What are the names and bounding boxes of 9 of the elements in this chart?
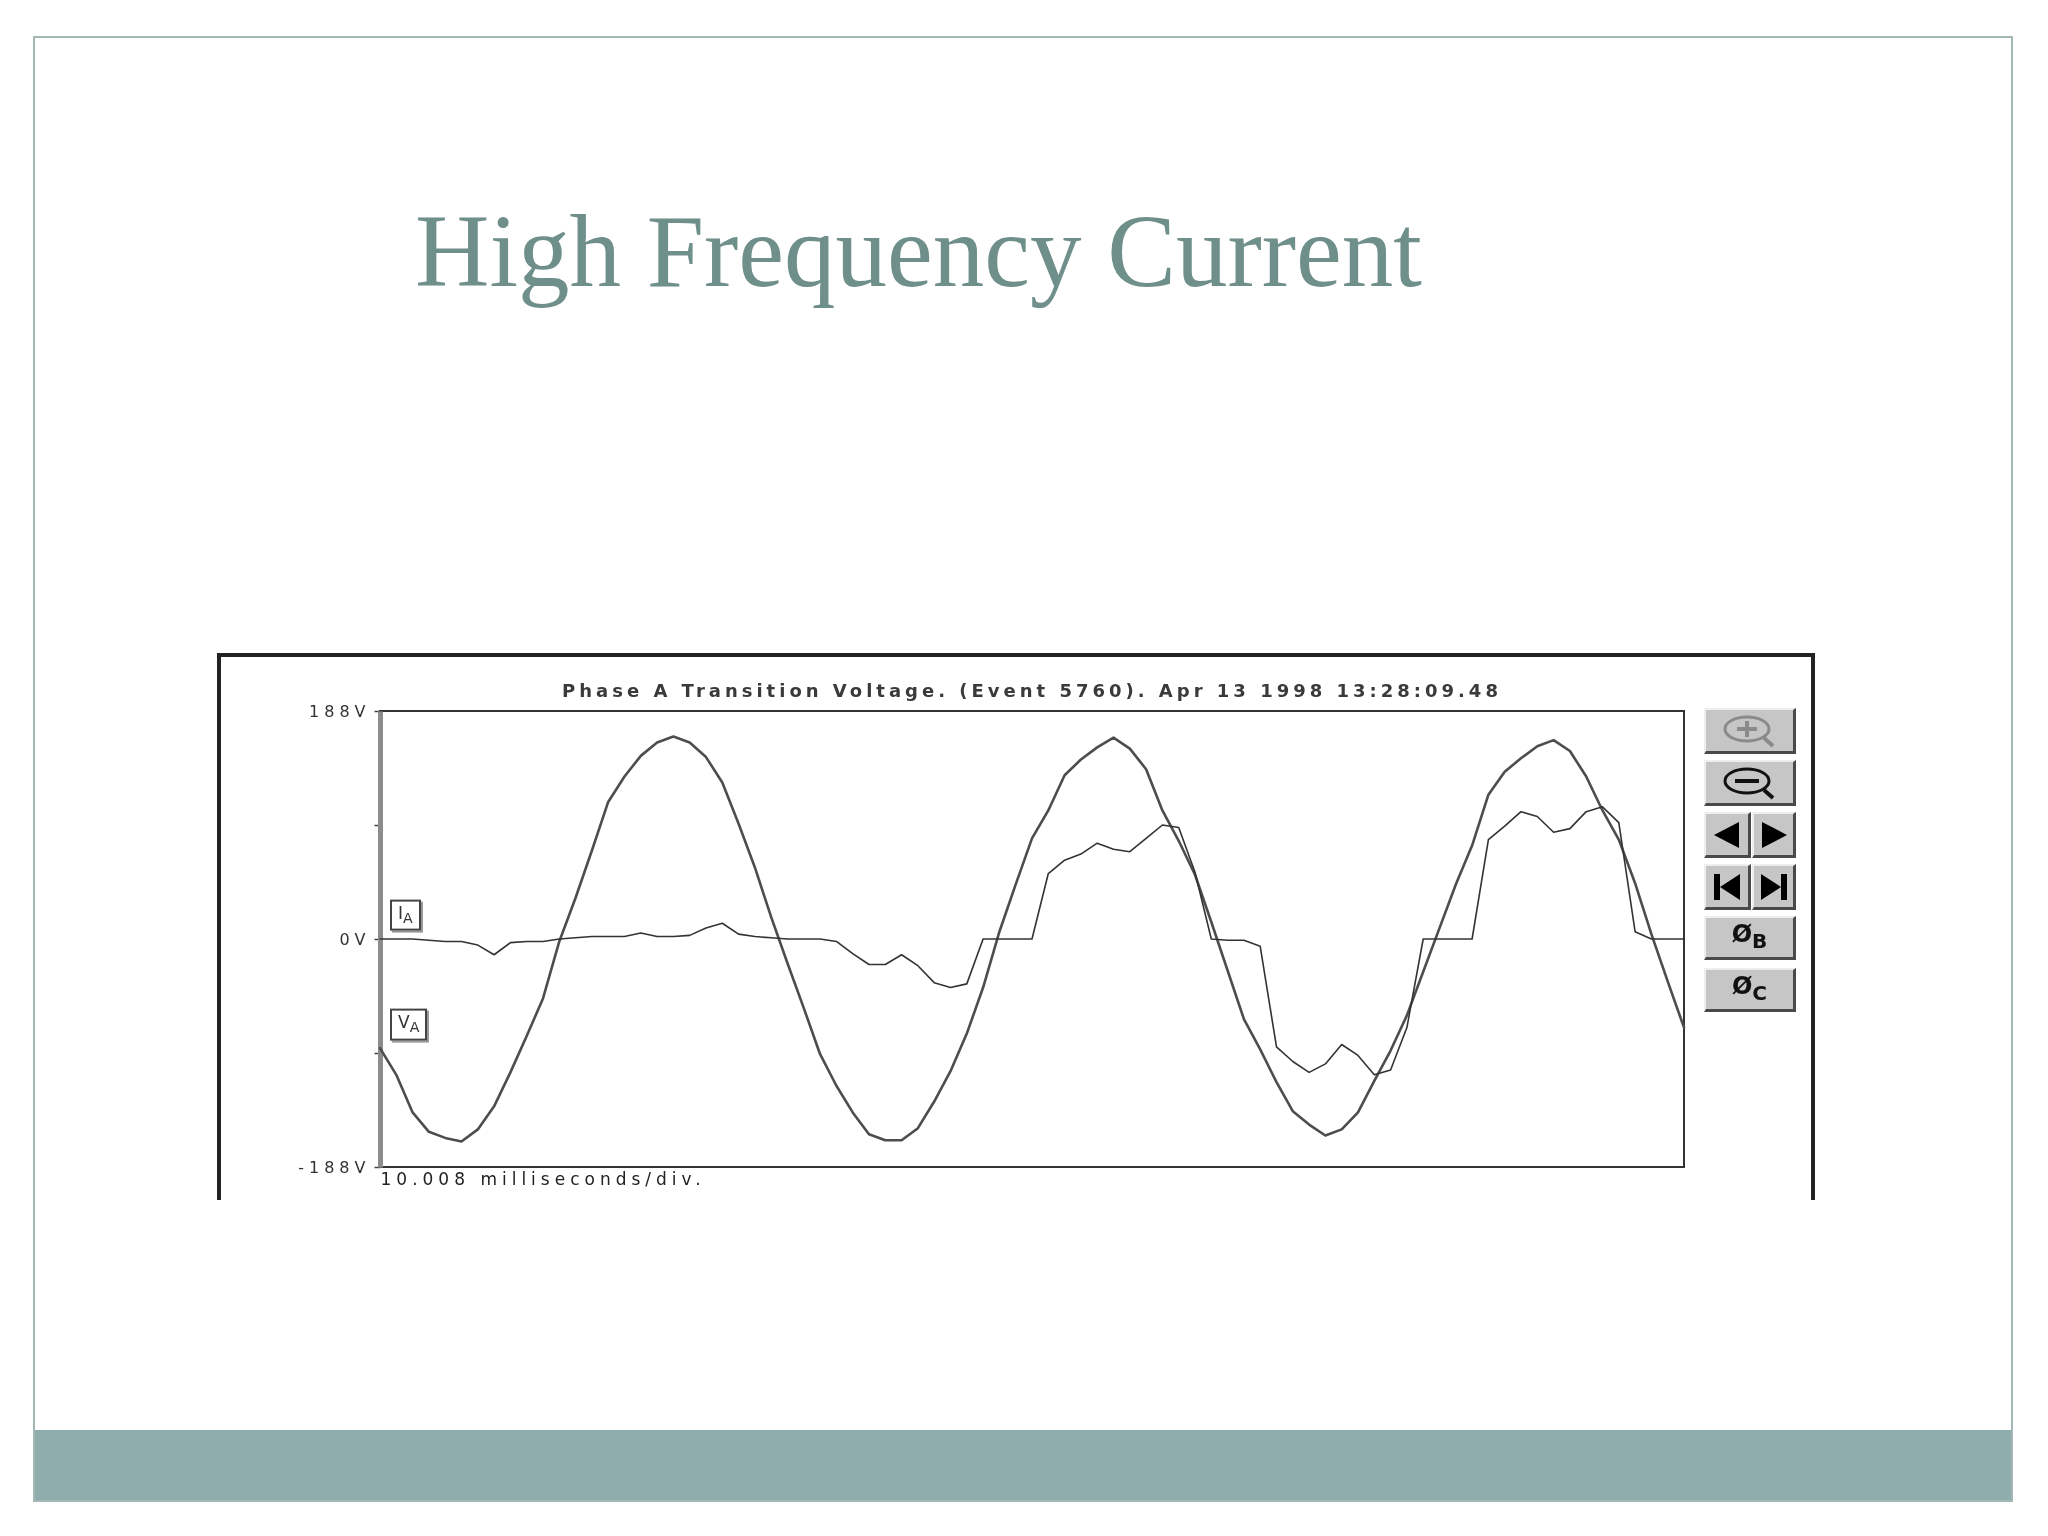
chart-subtitle: Phase A Transition Voltage. (Event 5760). Apr 13 1998 13:28:09.48	[562, 680, 1502, 701]
y-tick-label: 188V	[309, 701, 371, 721]
y-tick-label: -188V	[298, 1157, 371, 1177]
toolbar-button: Ø$_{B}$	[1704, 916, 1796, 960]
y-tick-label: 0V	[339, 929, 371, 949]
x-axis-title: 10.008 milliseconds/div.	[380, 1168, 706, 1189]
chart-title: High Frequency Current	[415, 193, 1422, 310]
toolbar-button: Ø$_{C}$	[1704, 968, 1796, 1012]
line-series	[378, 735, 1686, 1143]
